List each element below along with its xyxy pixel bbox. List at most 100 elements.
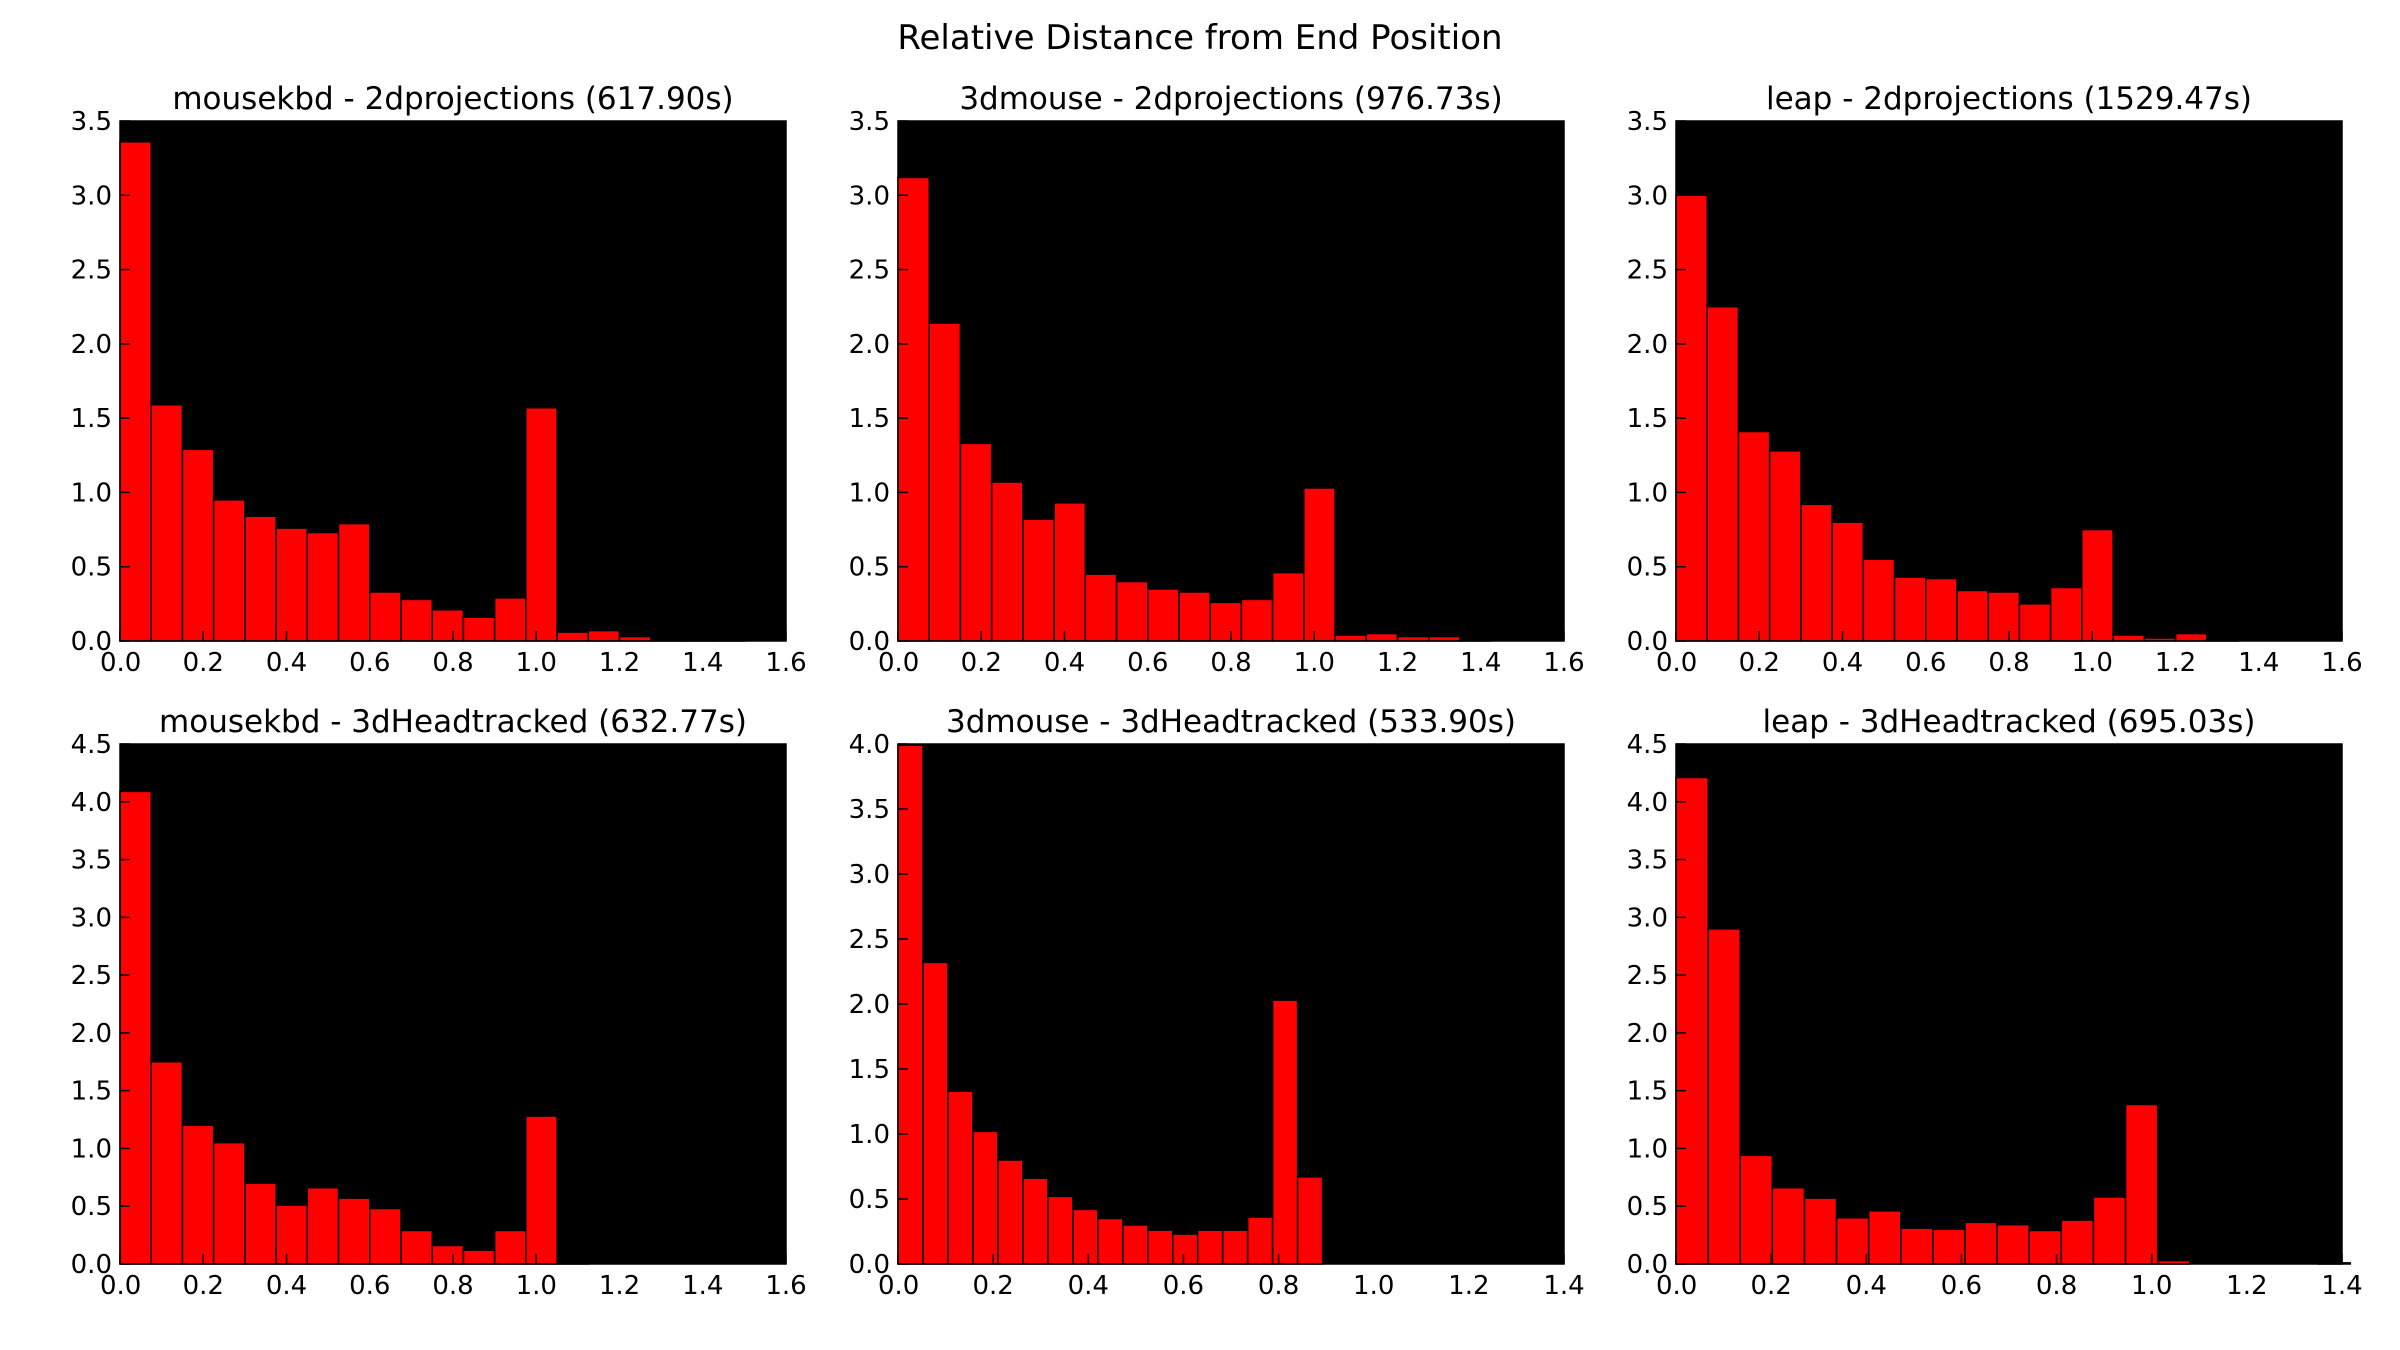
x-tick-label: 1.4 [2321,1271,2362,1301]
histogram-bar [525,406,558,642]
panel-title: 3dmouse - 3dHeadtracked (533.90s) [946,704,1516,740]
x-tick-label: 0.6 [1163,1271,1204,1301]
histogram-bar [275,1204,309,1265]
y-tick-label: 2.0 [71,330,112,360]
histogram-bar [431,609,465,642]
x-tick-label: 0.0 [1656,1271,1697,1301]
histogram-bar [1178,591,1211,642]
y-tick-label: 2.0 [1627,330,1668,360]
y-tick-label: 1.5 [849,404,890,434]
y-tick-label: 0.0 [71,1250,112,1280]
histogram-bar [337,522,371,642]
x-tick-label: 0.8 [1258,1271,1299,1301]
histogram-bar [1246,1216,1274,1265]
histogram-bar [1987,591,2021,642]
histogram-bar [1022,1177,1049,1265]
histogram-bar [150,1061,184,1265]
x-tick-label: 0.2 [972,1271,1013,1301]
histogram-bar [119,790,152,1265]
histogram-bar [400,598,433,642]
histogram-bar [959,442,993,642]
histogram-bar [928,322,962,642]
x-tick-label: 1.2 [2226,1271,2267,1301]
histogram-bar [1240,598,1274,642]
histogram-bar [1122,1224,1149,1265]
histogram-bar [1147,588,1180,642]
histogram-bar [1706,305,1740,642]
histogram-bar [369,1207,402,1265]
x-tick-label: 1.4 [682,1271,723,1301]
panel-title: leap - 3dHeadtracked (695.03s) [1763,704,2256,740]
histogram-bar [1221,1229,1249,1265]
histogram-bar [587,629,621,642]
y-tick-label: 2.0 [849,990,890,1020]
y-tick-label: 3.5 [849,107,890,137]
x-tick-label: 0.6 [1127,648,1168,678]
histogram-bar [244,1182,277,1265]
histogram-bar [337,1197,371,1265]
y-tick-label: 2.0 [1627,1019,1668,1049]
histogram-bar [369,591,402,642]
histogram-bar [1334,634,1368,642]
histogram-bar [1171,1233,1199,1265]
x-tick-label: 0.8 [2036,1271,2077,1301]
histogram-bar [2174,632,2208,642]
histogram-bar [212,1141,246,1265]
histogram-bar [1271,999,1299,1265]
y-tick-label: 0.5 [1627,1192,1668,1222]
x-tick-label: 1.0 [1294,648,1335,678]
y-tick-label: 4.5 [71,730,112,760]
x-tick-label: 0.4 [266,1271,307,1301]
histogram-panel-2: 3dmouse - 2dprojections (976.73s) 0.0 0.2 0… [849,81,1585,678]
histogram-bar [150,404,184,642]
histogram-bar [1925,577,1958,642]
histogram-bar [2049,586,2083,642]
histogram-bar [1072,1208,1099,1265]
x-tick-label: 1.4 [682,648,723,678]
histogram-bar [1303,487,1336,642]
y-tick-label: 2.0 [849,330,890,360]
histogram-bar [1097,1217,1124,1265]
y-tick-label: 1.5 [1627,404,1668,434]
histogram-bar [462,1249,496,1265]
x-tick-label: 0.0 [878,648,919,678]
histogram-bar [1803,1197,1838,1265]
x-tick-label: 0.0 [100,1271,141,1301]
x-tick-label: 0.4 [1044,648,1085,678]
histogram-bar [2060,1219,2095,1265]
histogram-bar [431,1244,465,1265]
x-tick-label: 0.2 [183,648,224,678]
histogram-bar [1196,1229,1224,1265]
histogram-panel-5: 3dmouse - 3dHeadtracked (533.90s) 0.0 0.2 0… [849,704,1585,1301]
x-tick-label: 0.6 [349,648,390,678]
x-tick-label: 1.2 [599,1271,640,1301]
y-tick-label: 3.5 [849,795,890,825]
histogram-bar [1964,1221,1998,1265]
y-tick-label: 4.0 [1627,788,1668,818]
y-tick-label: 2.5 [849,256,890,286]
x-tick-label: 0.4 [1068,1271,1109,1301]
plot-area [1676,744,2342,1264]
histogram-bar [1771,1186,1806,1265]
histogram-bar [306,531,340,642]
histogram-bar [1053,502,1087,642]
y-tick-label: 4.0 [71,788,112,818]
histogram-bar [1900,1227,1934,1265]
histogram-bar [493,1229,527,1265]
x-tick-label: 1.0 [516,648,557,678]
x-tick-label: 0.4 [266,648,307,678]
histogram-bar [972,1130,999,1265]
y-tick-label: 2.5 [1627,961,1668,991]
histogram-bar [493,597,527,642]
histogram-bar [1956,589,1989,642]
panel-title: 3dmouse - 2dprojections (976.73s) [959,81,1502,117]
histogram-bar [2018,603,2052,642]
y-tick-label: 1.0 [1627,1134,1668,1164]
histogram-panel-3: leap - 2dprojections (1529.47s) 0.0 0.2 0.4… [1627,81,2363,678]
histogram-bar [2124,1103,2159,1265]
y-tick-label: 3.0 [1627,903,1668,933]
x-tick-label: 0.6 [1941,1271,1982,1301]
x-tick-label: 1.0 [516,1271,557,1301]
panel-title: mousekbd - 3dHeadtracked (632.77s) [159,704,747,740]
y-tick-label: 3.0 [1627,181,1668,211]
